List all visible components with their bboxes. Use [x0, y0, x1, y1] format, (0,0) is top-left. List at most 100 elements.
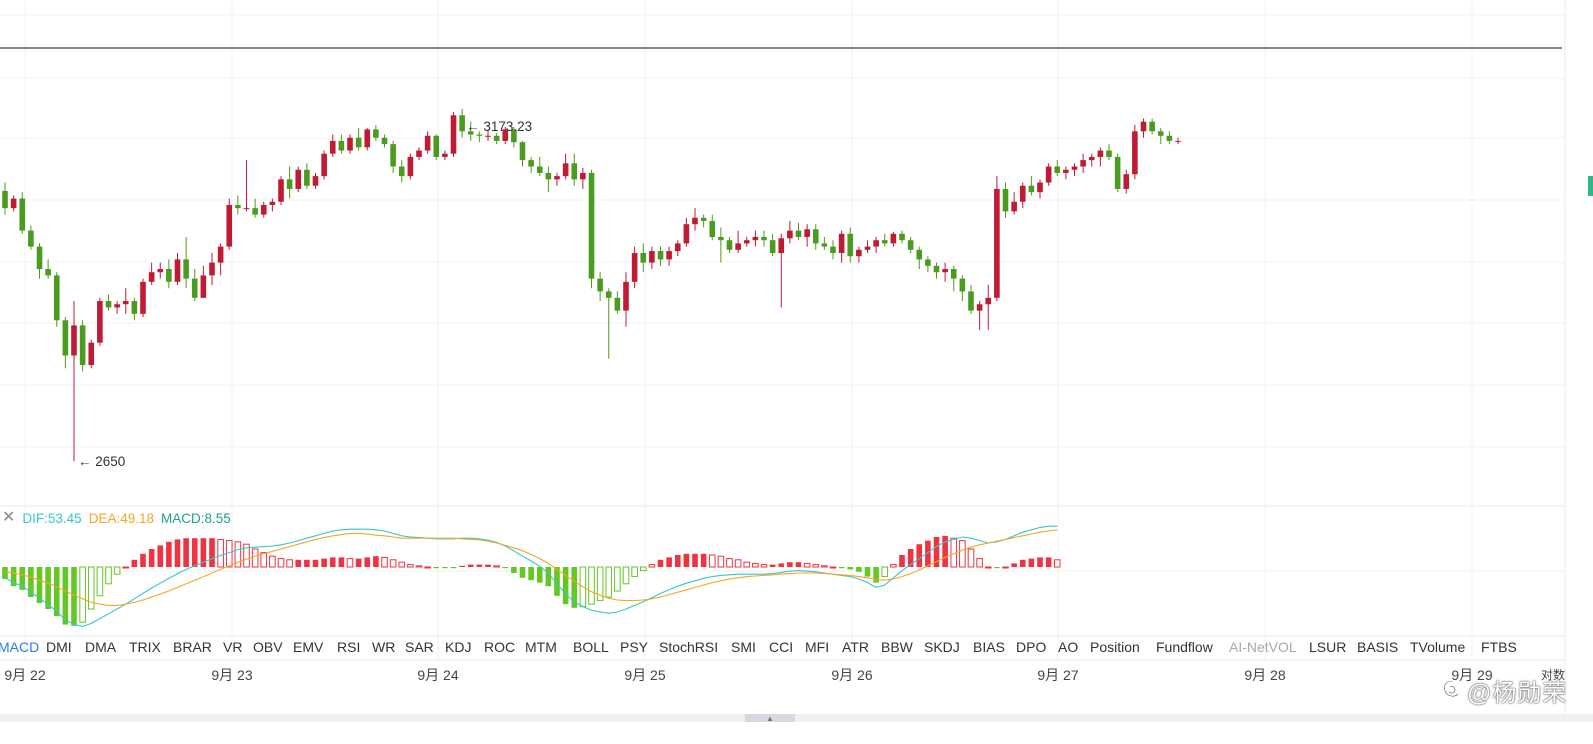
- candle-body: [243, 208, 250, 210]
- candle-body: [1071, 166, 1078, 170]
- expand-handle[interactable]: ▲: [745, 714, 795, 723]
- candle-body: [640, 253, 647, 263]
- macd-histogram-bar: [45, 567, 51, 609]
- macd-histogram-bar: [743, 561, 751, 568]
- macd-histogram-bar: [277, 558, 285, 568]
- tab-bias[interactable]: BIAS: [973, 639, 1005, 655]
- tab-position[interactable]: Position: [1090, 639, 1140, 655]
- close-icon[interactable]: ✕: [2, 509, 16, 526]
- macd-histogram-bar: [760, 564, 768, 568]
- macd-histogram-bar: [631, 566, 638, 578]
- macd-histogram-bar: [916, 544, 923, 567]
- candle-body: [1166, 135, 1173, 141]
- candle-body: [19, 198, 26, 231]
- macd-histogram-bar: [605, 566, 613, 598]
- candle-body: [304, 169, 310, 186]
- tab-kdj[interactable]: KDJ: [445, 639, 472, 655]
- tab-dpo[interactable]: DPO: [1016, 639, 1047, 655]
- candle-body: [53, 275, 60, 321]
- candle-body: [554, 176, 560, 180]
- tab-psy[interactable]: PSY: [620, 639, 649, 655]
- candle-body: [191, 278, 198, 298]
- tab-roc[interactable]: ROC: [484, 639, 516, 655]
- tab-rsi[interactable]: RSI: [337, 639, 361, 655]
- candle-body: [295, 169, 302, 189]
- tab-atr[interactable]: ATR: [842, 639, 869, 655]
- macd-histogram-bar: [571, 567, 578, 608]
- candle-body: [433, 135, 440, 157]
- candle-body: [856, 249, 862, 257]
- x-axis-label: 9月 29: [1451, 667, 1492, 683]
- tab-tvolume[interactable]: TVolume: [1410, 639, 1466, 655]
- x-axis-label: 9月 26: [831, 667, 872, 683]
- tab-ao[interactable]: AO: [1058, 639, 1079, 655]
- candle-body: [968, 291, 974, 311]
- macd-histogram-bar: [113, 566, 121, 575]
- tab-sar[interactable]: SAR: [405, 639, 434, 655]
- candle-body: [890, 233, 897, 244]
- tab-skdj[interactable]: SKDJ: [924, 639, 960, 655]
- legend-dea: DEA:49.18: [88, 510, 154, 526]
- candle-body: [131, 301, 138, 314]
- tab-boll[interactable]: BOLL: [573, 639, 609, 655]
- tab-stochrsi[interactable]: StochRSI: [659, 639, 719, 655]
- tab-macd[interactable]: MACD: [0, 639, 40, 655]
- candle-body: [1157, 131, 1164, 136]
- tab-brar[interactable]: BRAR: [173, 639, 212, 655]
- candle-body: [148, 272, 155, 282]
- log-scale-toggle[interactable]: 对数: [1541, 667, 1565, 682]
- macd-histogram-bar: [234, 541, 242, 568]
- tab-fundflow[interactable]: Fundflow: [1156, 639, 1213, 655]
- tab-obv[interactable]: OBV: [253, 639, 283, 655]
- tab-cci[interactable]: CCI: [769, 639, 794, 655]
- tab-basis[interactable]: BASIS: [1357, 639, 1399, 655]
- macd-histogram-bar: [2, 567, 8, 579]
- macd-histogram-bar: [536, 567, 543, 583]
- tab-dma[interactable]: DMA: [85, 639, 117, 655]
- dea-line: [4, 529, 1058, 606]
- macd-histogram-bar: [36, 567, 43, 603]
- bottom-scrollbar[interactable]: [0, 714, 1593, 722]
- candle-body: [467, 131, 474, 135]
- tab-smi[interactable]: SMI: [731, 639, 756, 655]
- macd-histogram-bar: [174, 539, 181, 567]
- tab-lsur[interactable]: LSUR: [1309, 639, 1347, 655]
- candle-body: [321, 153, 327, 177]
- macd-histogram-bar: [1002, 566, 1009, 569]
- candle-body: [10, 198, 17, 209]
- candle-body: [1037, 182, 1043, 193]
- macd-histogram-bar: [1045, 557, 1052, 567]
- macd-histogram-bar: [251, 548, 259, 568]
- tab-vr[interactable]: VR: [223, 639, 243, 655]
- candle-body: [502, 129, 509, 141]
- candle-body: [286, 179, 293, 189]
- macd-histogram-bar: [1011, 563, 1017, 567]
- tab-mfi[interactable]: MFI: [805, 639, 830, 655]
- tab-trix[interactable]: TRIX: [129, 639, 161, 655]
- macd-histogram-bar: [10, 567, 17, 587]
- candle-body: [528, 160, 534, 167]
- tab-ftbs[interactable]: FTBS: [1481, 639, 1517, 655]
- x-axis-label: 9月 25: [624, 667, 665, 683]
- macd-histogram-bar: [19, 567, 26, 590]
- macd-histogram-bar: [209, 538, 215, 567]
- macd-histogram-bar: [769, 564, 776, 567]
- macd-histogram-bar: [442, 567, 448, 569]
- tab-ai-netvol[interactable]: AI-NetVOL: [1229, 639, 1297, 655]
- macd-histogram-bar: [511, 567, 517, 573]
- macd-histogram-bar: [588, 566, 595, 605]
- tab-mtm[interactable]: MTM: [525, 639, 557, 655]
- tab-dmi[interactable]: DMI: [46, 639, 72, 655]
- candle-body: [260, 204, 267, 215]
- tab-bbw[interactable]: BBW: [881, 639, 913, 655]
- candle-body: [864, 246, 871, 250]
- macd-histogram-bar: [614, 566, 621, 592]
- candle-body: [312, 176, 319, 186]
- candle-body: [476, 134, 483, 136]
- tab-emv[interactable]: EMV: [293, 639, 324, 655]
- tab-wr[interactable]: WR: [372, 639, 396, 655]
- x-axis-label: 9月 27: [1037, 667, 1078, 683]
- candle-body: [450, 115, 457, 154]
- indicator-legend: ✕ DIF:53.45 DEA:49.18 MACD:8.55: [0, 509, 231, 527]
- candle-body: [925, 259, 931, 266]
